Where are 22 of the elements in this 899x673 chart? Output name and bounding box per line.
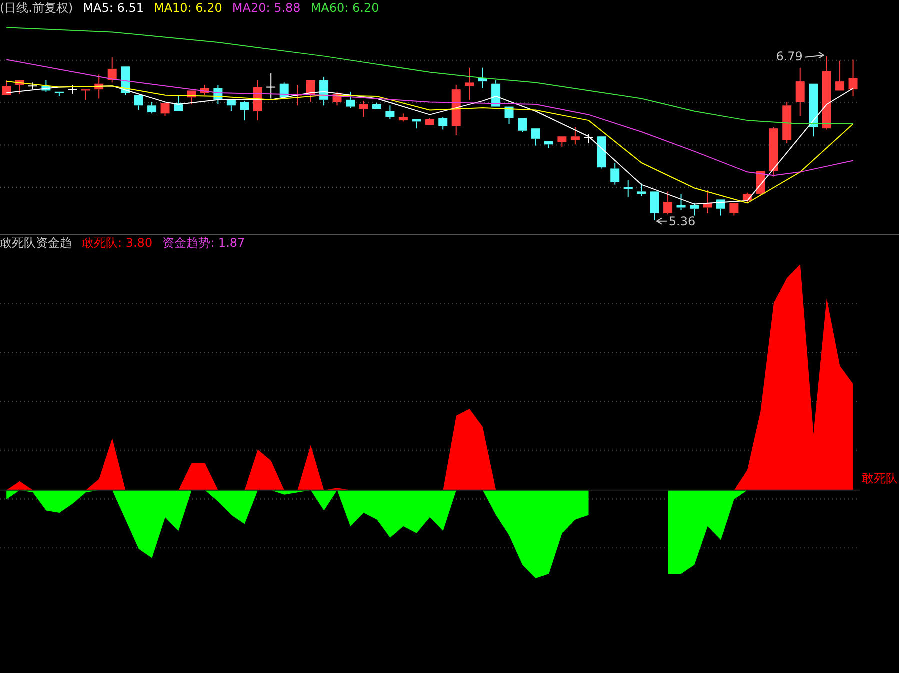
text: MA5: 6.51 xyxy=(83,1,144,15)
candlestick xyxy=(782,102,792,144)
candlestick xyxy=(452,84,461,136)
annotation: 5.36 xyxy=(668,214,696,228)
candlestick xyxy=(359,100,368,118)
series-label: 敢死队 xyxy=(862,471,898,486)
text: MA10: 6.20 xyxy=(154,1,222,15)
text: MA20: 5.88 xyxy=(232,1,301,15)
text: 资金趋势: 1.87 xyxy=(162,234,246,252)
text: MA60: 6.20 xyxy=(310,1,380,15)
candlestick xyxy=(266,73,276,100)
candlestick xyxy=(796,67,805,116)
candlestick xyxy=(848,59,858,97)
text: 敢死队: 3.80 xyxy=(82,234,153,252)
annotation: 6.79 xyxy=(776,49,803,64)
candlestick xyxy=(624,180,633,198)
candlestick xyxy=(386,105,395,120)
candlestick xyxy=(610,162,620,186)
chart-title: (日线.前复权) xyxy=(0,0,74,16)
chart-title: 敢死队资金趋 xyxy=(0,234,72,252)
candlestick xyxy=(465,67,474,100)
candlestick xyxy=(570,126,580,146)
